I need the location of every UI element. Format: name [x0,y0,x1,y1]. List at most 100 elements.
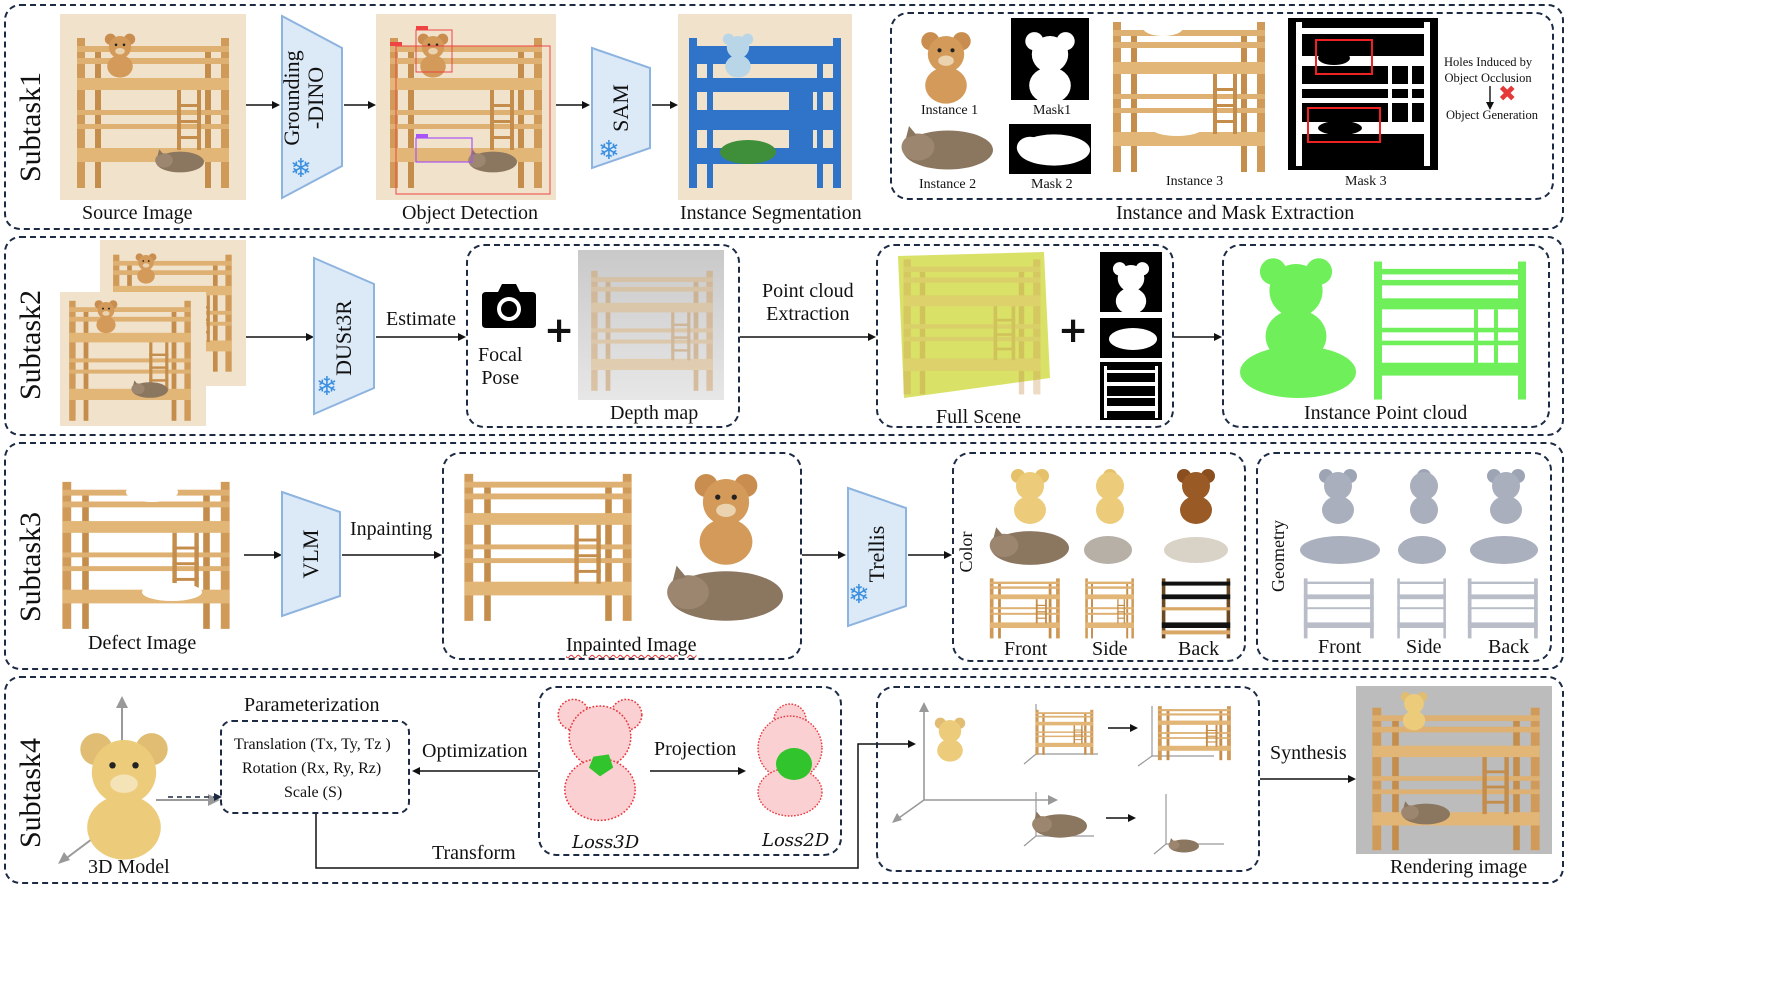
source-image-caption: Source Image [82,202,193,224]
geometry-bed-front [1303,578,1374,639]
depth-map-image [578,250,724,400]
color-cat-front [989,527,1069,565]
instance3-bed [1113,20,1265,172]
plus-sign: + [544,310,575,351]
vlm-encoder [281,490,341,618]
subtask3-panel [4,442,1564,670]
defect-image-caption: Defect Image [88,632,197,654]
geometry-bear-side [1410,469,1438,524]
frozen-snowflake-icon: ❄ [316,372,338,401]
mask-bear-thumb [1100,252,1162,315]
inpainted-bed [464,473,632,621]
camera-depth-panel [466,244,740,428]
sam-label: SAM [608,84,633,132]
source-image [60,14,246,200]
color-bear-side [1096,469,1124,524]
color-cat-side [1084,536,1132,564]
arrow-s2-3 [740,333,876,341]
rendering-image-caption: Rendering image [1390,856,1528,878]
defect-image [62,481,230,629]
loss-panel [538,686,842,856]
subtask1-panel [4,4,1564,230]
dashed-arrow-model-to-params [168,793,222,801]
subtask3-label: Subtask3 [14,511,47,622]
instance-point-cloud-caption: Instance Point cloud [1304,402,1468,424]
mask-bed-thumb [1100,362,1162,420]
instance-point-cloud-panel [1222,244,1550,428]
subtask4-label: Subtask4 [14,737,47,848]
arrow-s1-3 [556,101,590,109]
transform-label: Transform [432,842,516,864]
instance1-caption: Instance 1 [921,103,979,118]
synthesis-label: Synthesis [1270,742,1347,764]
mask1-caption: Mask1 [1033,103,1072,118]
geometry-label: Geometry [1268,520,1288,592]
subtask4-panel [4,676,1564,884]
instance2-caption: Instance 2 [919,177,977,192]
cross-mark-icon: ✖ [1498,82,1517,107]
geometry-view-back: Back [1488,636,1530,658]
geometry-renders-panel [1256,452,1552,662]
color-label: Color [956,531,976,573]
loss3d-bear-pointcloud [557,698,643,822]
dust3r-encoder [313,256,375,416]
color-renders-panel [952,452,1246,662]
parameterization-title: Parameterization [244,694,380,716]
scene-axes [892,702,1231,855]
projection-label: Projection [654,738,737,760]
vlm-label: VLM [298,529,323,579]
model-3d-axes [58,696,220,864]
arrow-projection [650,767,746,775]
geometry-cat-side [1398,536,1446,564]
subtask2-panel [4,236,1564,436]
instance-pointcloud-bed [1374,261,1526,400]
loss2d-label: Loss2D [762,830,830,851]
full-scene-panel [876,244,1174,428]
mask2-caption: Mask 2 [1031,177,1073,192]
object-detection-image [376,14,556,200]
instance-segmentation-caption: Instance Segmentation [680,202,862,224]
frozen-snowflake-icon: ❄ [290,154,312,183]
optimization-label: Optimization [422,740,528,762]
mask2-image [1009,124,1091,174]
down-arrow-icon [1486,86,1494,110]
frozen-snowflake-icon: ❄ [598,136,620,165]
mask3-image [1288,18,1438,170]
sam-encoder [591,46,651,170]
arrow-s3-4 [908,551,952,559]
camera-icon [482,284,536,328]
point-cloud-extraction-label: Point cloud Extraction [762,280,854,325]
full-scene-pointcloud [884,248,1054,406]
extraction-caption: Instance and Mask Extraction [1116,202,1355,224]
instance-pointcloud-bear-cat [1240,258,1356,398]
parameters-box [220,720,410,814]
color-view-side: Side [1092,638,1128,660]
inpainting-label: Inpainting [350,518,433,540]
instance2-cat [901,126,993,170]
arrow-s1-1 [246,101,280,109]
rendering-image [1356,686,1552,854]
inpainted-image-caption: Inpainted Image [566,634,697,656]
transform-scene-panel [876,686,1260,872]
arrow-s2-4 [1174,333,1222,341]
color-bear-back [1177,469,1215,524]
arrow-synthesis [1260,775,1356,783]
mask1-image [1011,18,1089,104]
arrow-s2-2 [376,333,466,341]
geometry-bed-side [1397,578,1446,639]
arrow-s2-1 [246,333,314,341]
inpainted-bear [694,474,758,565]
holes-note: Holes Induced by Object Occlusion [1444,55,1533,85]
grounding-dino-label: Grounding -DINO [279,50,328,146]
color-bed-side [1085,578,1134,639]
model-3d-caption: 3D Model [88,856,170,878]
grounding-dino-encoder [281,14,343,200]
loss3d-label: Loss3D [572,832,640,853]
arrow-s3-2 [342,551,442,559]
instance1-bear [921,32,971,104]
instance-segmentation-image [678,14,852,200]
color-bed-back [1161,578,1231,639]
focal-pose-label: Focal Pose [478,344,523,389]
scale-params: Scale (S) [284,784,343,801]
color-view-back: Back [1178,638,1220,660]
